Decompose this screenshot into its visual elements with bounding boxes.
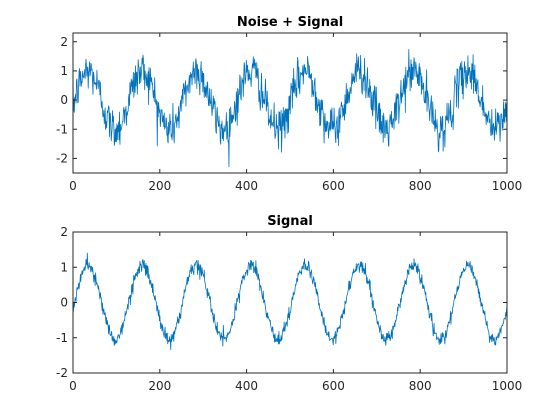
y-tick-label: 2	[60, 35, 68, 49]
x-tick-label: 0	[69, 179, 77, 193]
x-tick-label: 0	[69, 379, 77, 393]
plot-area-signal: 0 200 400 600 800 1000 -2 -1 0 1 2	[56, 225, 522, 393]
x-tick-label: 600	[322, 179, 345, 193]
x-tick-label: 400	[235, 379, 258, 393]
x-tick-label: 1000	[492, 379, 523, 393]
y-tick-label: 2	[60, 225, 68, 239]
x-tick-label: 600	[322, 379, 345, 393]
series-line-signal	[73, 252, 507, 350]
y-tick-label: -1	[56, 331, 68, 345]
y-tick-label: -2	[56, 151, 68, 165]
plot-area-noise-signal: 0 200 400 600 800 1000 -2 -1 0 1 2	[56, 32, 523, 193]
subplot-noise-signal: Noise + Signal 0 200 400 600 800 1000 -2 -1 0 1 2	[56, 15, 522, 193]
x-tick-label: 200	[148, 379, 171, 393]
x-tick-label: 1000	[492, 179, 523, 193]
y-tick-label: 0	[60, 93, 68, 107]
subplot-title-noise-signal: Noise + Signal	[237, 15, 343, 30]
y-tick-label: 1	[60, 64, 68, 78]
x-tick-label: 800	[409, 179, 432, 193]
x-tick-label: 800	[409, 379, 432, 393]
y-tick-label: -2	[56, 366, 68, 380]
subplot-signal: Signal 0 200 400 600 800 1000 -2 -1 0 1 2	[56, 214, 522, 393]
y-tick-label: -1	[56, 122, 68, 136]
axes-box-signal	[72, 231, 508, 374]
axes-box-noise-signal	[72, 32, 508, 174]
y-tick-label: 0	[60, 296, 68, 310]
x-tick-label: 200	[148, 179, 171, 193]
y-tick-label: 1	[60, 260, 68, 274]
subplot-title-signal: Signal	[267, 214, 313, 229]
x-tick-label: 400	[235, 179, 258, 193]
series-line-noise-signal	[73, 48, 507, 168]
